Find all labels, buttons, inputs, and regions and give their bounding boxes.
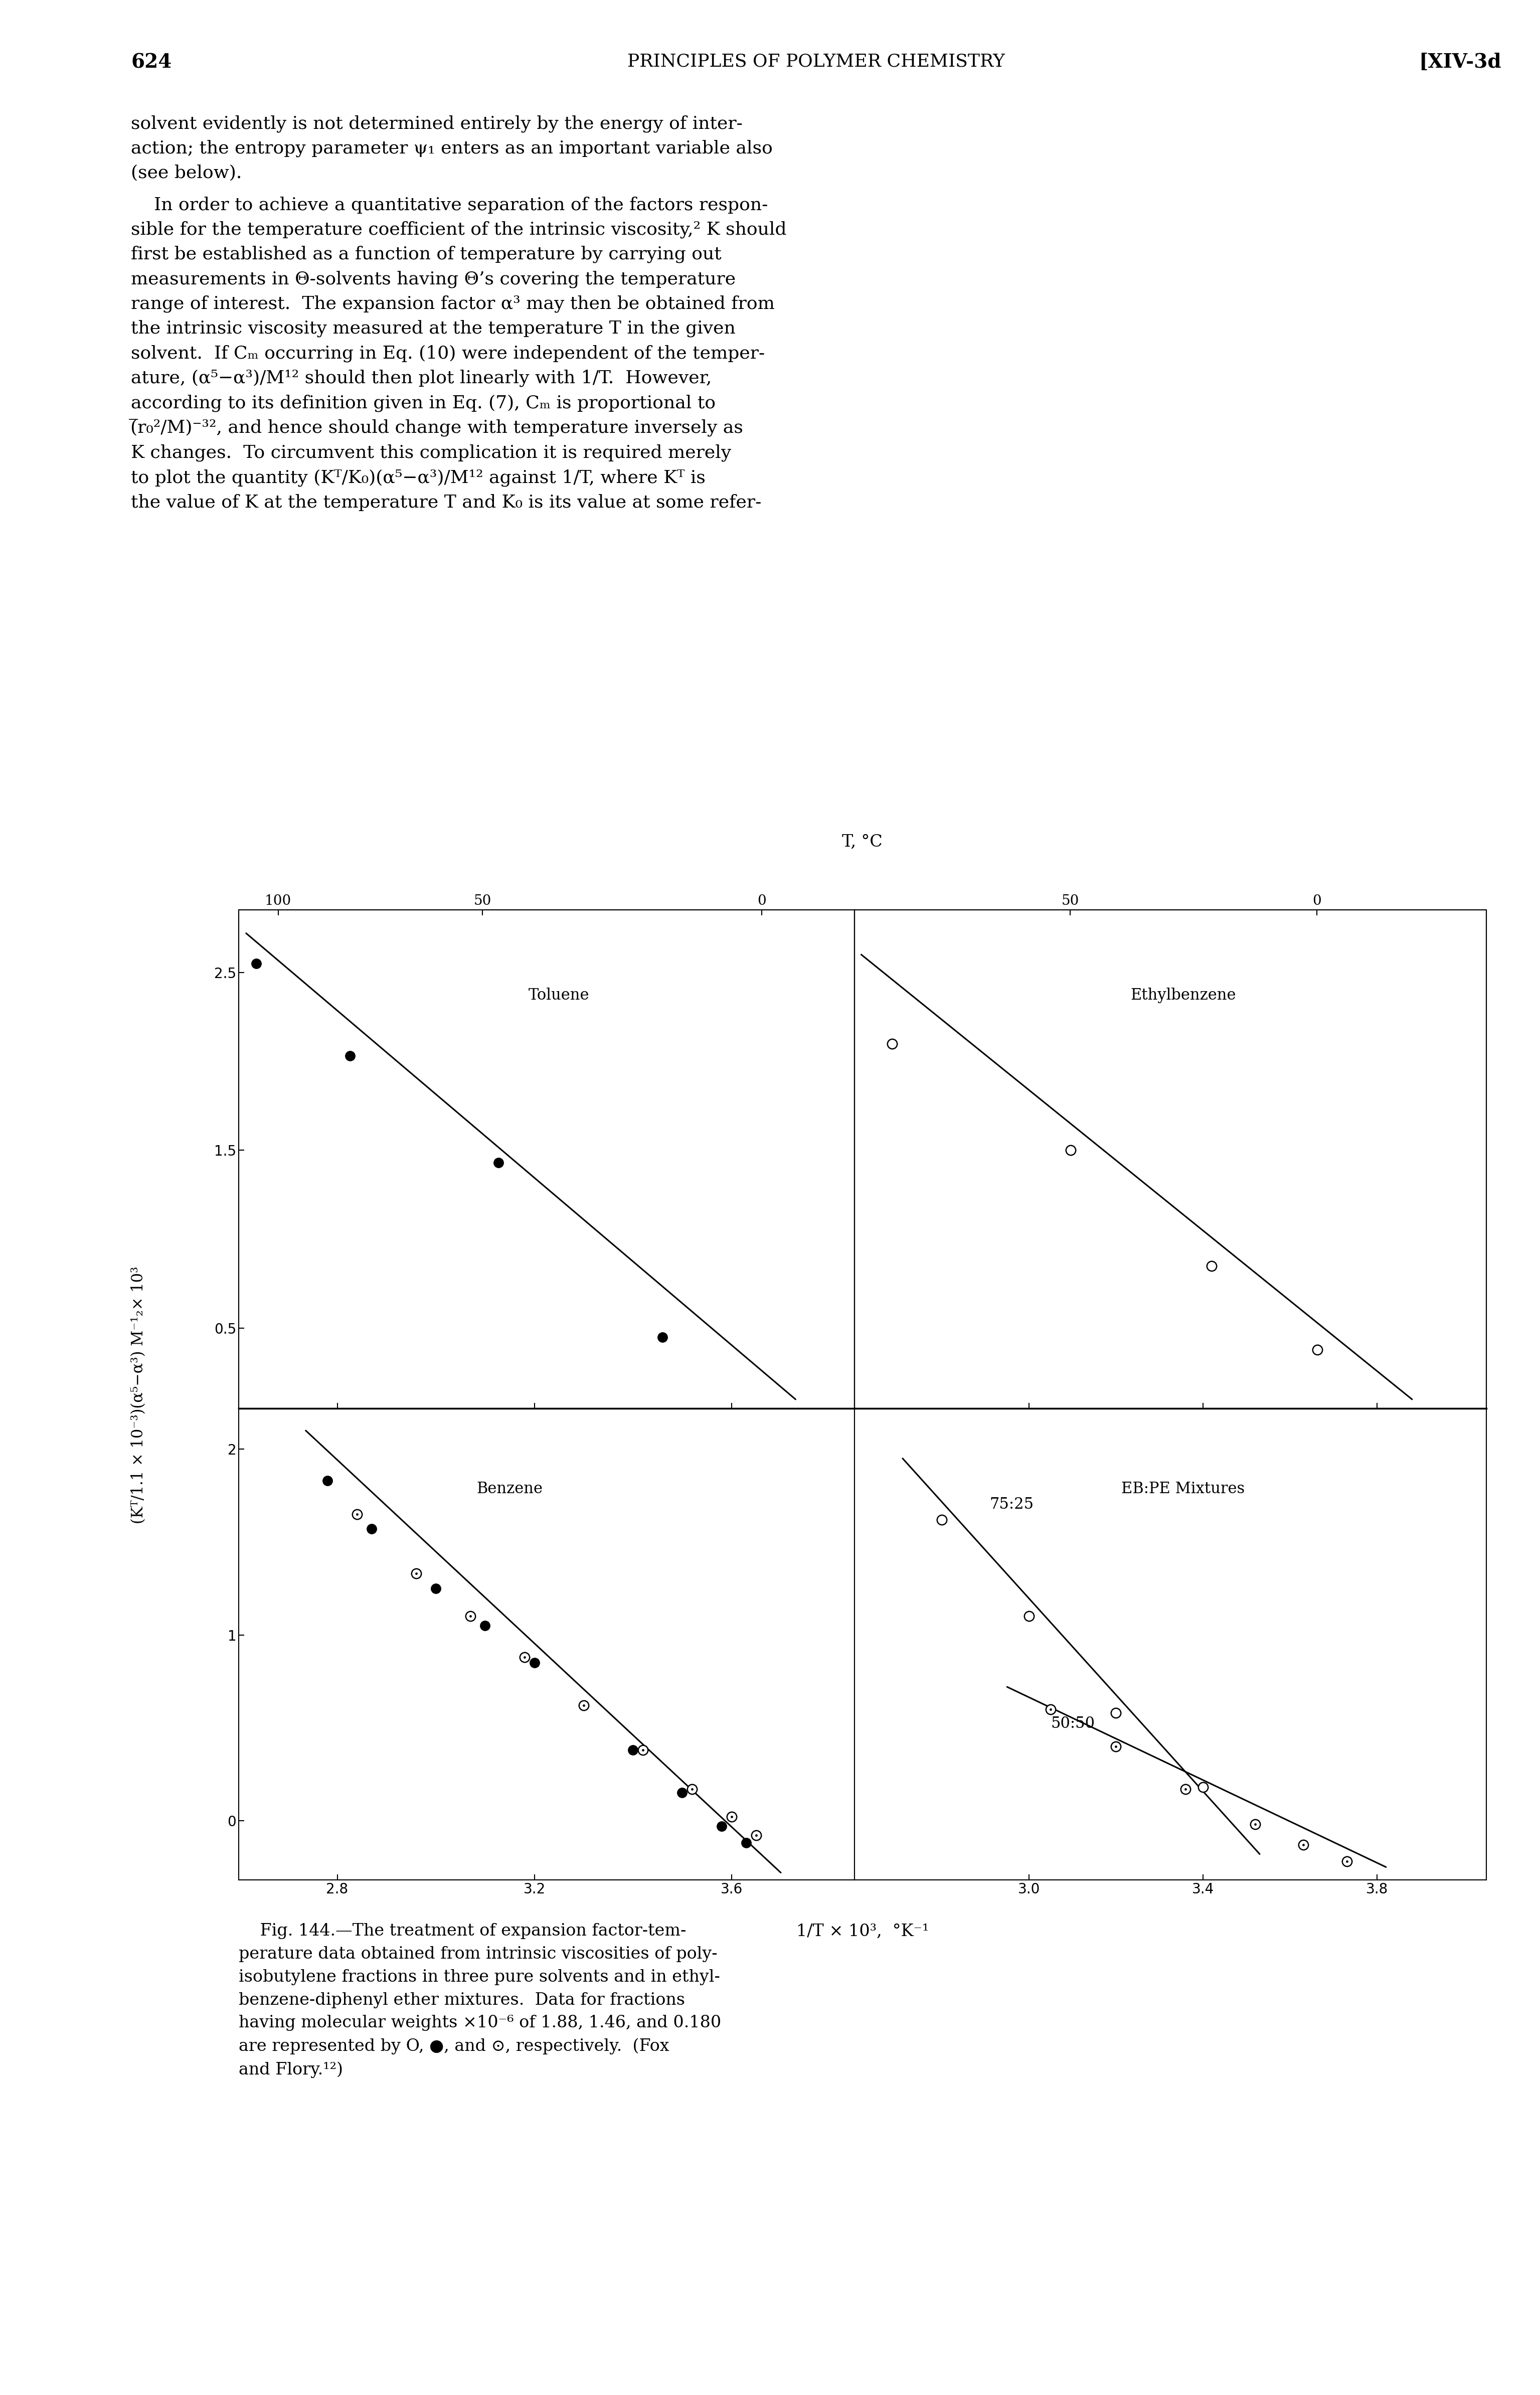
Text: PRINCIPLES OF POLYMER CHEMISTRY: PRINCIPLES OF POLYMER CHEMISTRY	[627, 53, 1006, 69]
Text: 50:50: 50:50	[1050, 1715, 1095, 1732]
Text: Toluene: Toluene	[528, 987, 590, 1004]
Text: solvent evidently is not determined entirely by the energy of inter-
action; the: solvent evidently is not determined enti…	[131, 115, 773, 182]
Text: EB:PE Mixtures: EB:PE Mixtures	[1121, 1480, 1244, 1497]
Text: Ethylbenzene: Ethylbenzene	[1130, 987, 1235, 1004]
Text: Benzene: Benzene	[477, 1480, 542, 1497]
Text: 1/T × 10³,  °K⁻¹: 1/T × 10³, °K⁻¹	[796, 1923, 929, 1940]
Text: Fig. 144.—The treatment of expansion factor-tem-
perature data obtained from int: Fig. 144.—The treatment of expansion fac…	[239, 1923, 721, 2079]
Text: 75:25: 75:25	[990, 1497, 1033, 1511]
Text: In order to achieve a quantitative separation of the factors respon-
sible for t: In order to achieve a quantitative separ…	[131, 196, 787, 510]
Text: 624: 624	[131, 53, 171, 72]
Text: [XIV-3d: [XIV-3d	[1418, 53, 1502, 72]
Text: (Kᵀ/1.1 × 10⁻³)(α⁵−α³) M⁻¹₂× 10³: (Kᵀ/1.1 × 10⁻³)(α⁵−α³) M⁻¹₂× 10³	[131, 1267, 146, 1523]
Text: T, °C: T, °C	[842, 833, 882, 850]
